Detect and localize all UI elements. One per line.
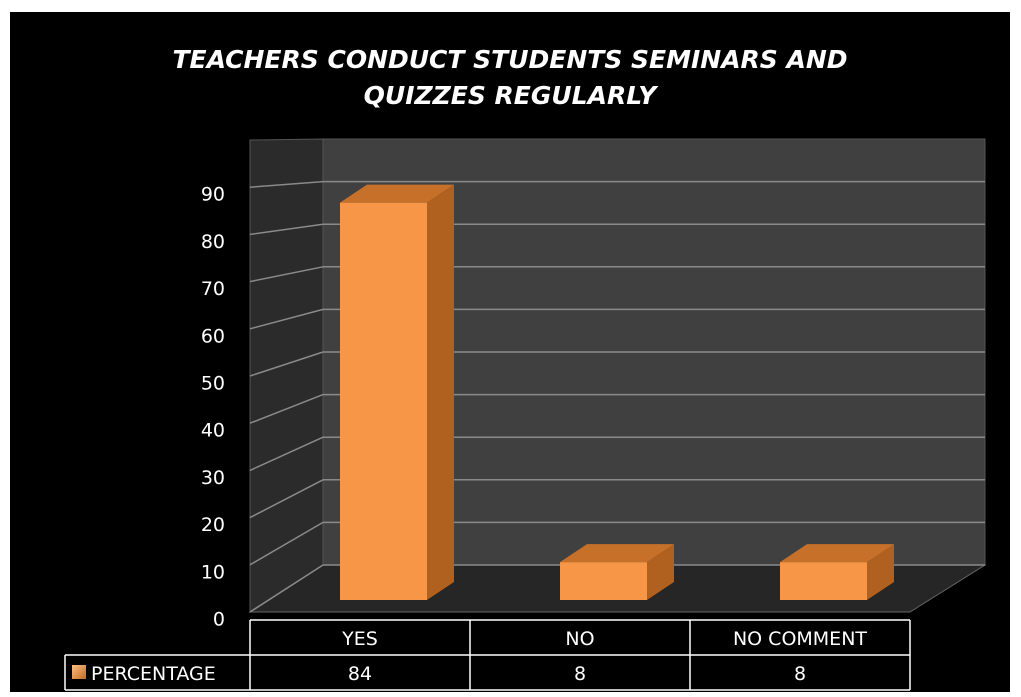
legend-key bbox=[72, 665, 86, 679]
x-tick-label: YES bbox=[341, 628, 378, 650]
side-wall bbox=[249, 138, 324, 613]
chart-title: TEACHERS CONDUCT STUDENTS SEMINARS AND Q… bbox=[172, 45, 848, 110]
y-tick-label: 40 bbox=[201, 420, 225, 442]
y-tick-label: 20 bbox=[201, 514, 225, 536]
bar bbox=[560, 562, 647, 600]
bar-side bbox=[647, 544, 674, 600]
table-value: 8 bbox=[574, 663, 586, 685]
bar-side bbox=[427, 184, 454, 600]
table-value: 8 bbox=[794, 663, 806, 685]
grid-line bbox=[249, 521, 324, 566]
y-tick-label: 10 bbox=[201, 561, 225, 583]
grid-line bbox=[249, 266, 324, 283]
y-tick-label: 0 bbox=[213, 609, 225, 631]
bar bbox=[340, 202, 427, 600]
y-tick-label: 30 bbox=[201, 467, 225, 489]
y-tick-label: 70 bbox=[201, 278, 225, 300]
bar-top bbox=[340, 184, 454, 203]
legend-label: PERCENTAGE bbox=[91, 663, 216, 685]
grid-line bbox=[249, 351, 324, 377]
y-tick-label: 60 bbox=[201, 325, 225, 347]
y-tick-label: 80 bbox=[201, 231, 225, 253]
y-tick-label: 90 bbox=[201, 184, 225, 206]
grid-line bbox=[249, 308, 324, 330]
y-tick-label: 50 bbox=[201, 373, 225, 395]
x-tick-label: NO bbox=[565, 628, 594, 650]
grid-line bbox=[249, 436, 324, 472]
bar-top bbox=[780, 544, 894, 563]
grid-line bbox=[249, 180, 324, 188]
table-value: 84 bbox=[348, 663, 372, 685]
grid-line bbox=[249, 393, 324, 424]
bar-side bbox=[867, 544, 894, 600]
bar bbox=[780, 562, 867, 600]
grid-line bbox=[249, 223, 324, 236]
grid-line bbox=[249, 564, 324, 613]
bar-top bbox=[560, 544, 674, 563]
x-tick-label: NO COMMENT bbox=[733, 628, 867, 650]
grid-line bbox=[249, 479, 324, 519]
